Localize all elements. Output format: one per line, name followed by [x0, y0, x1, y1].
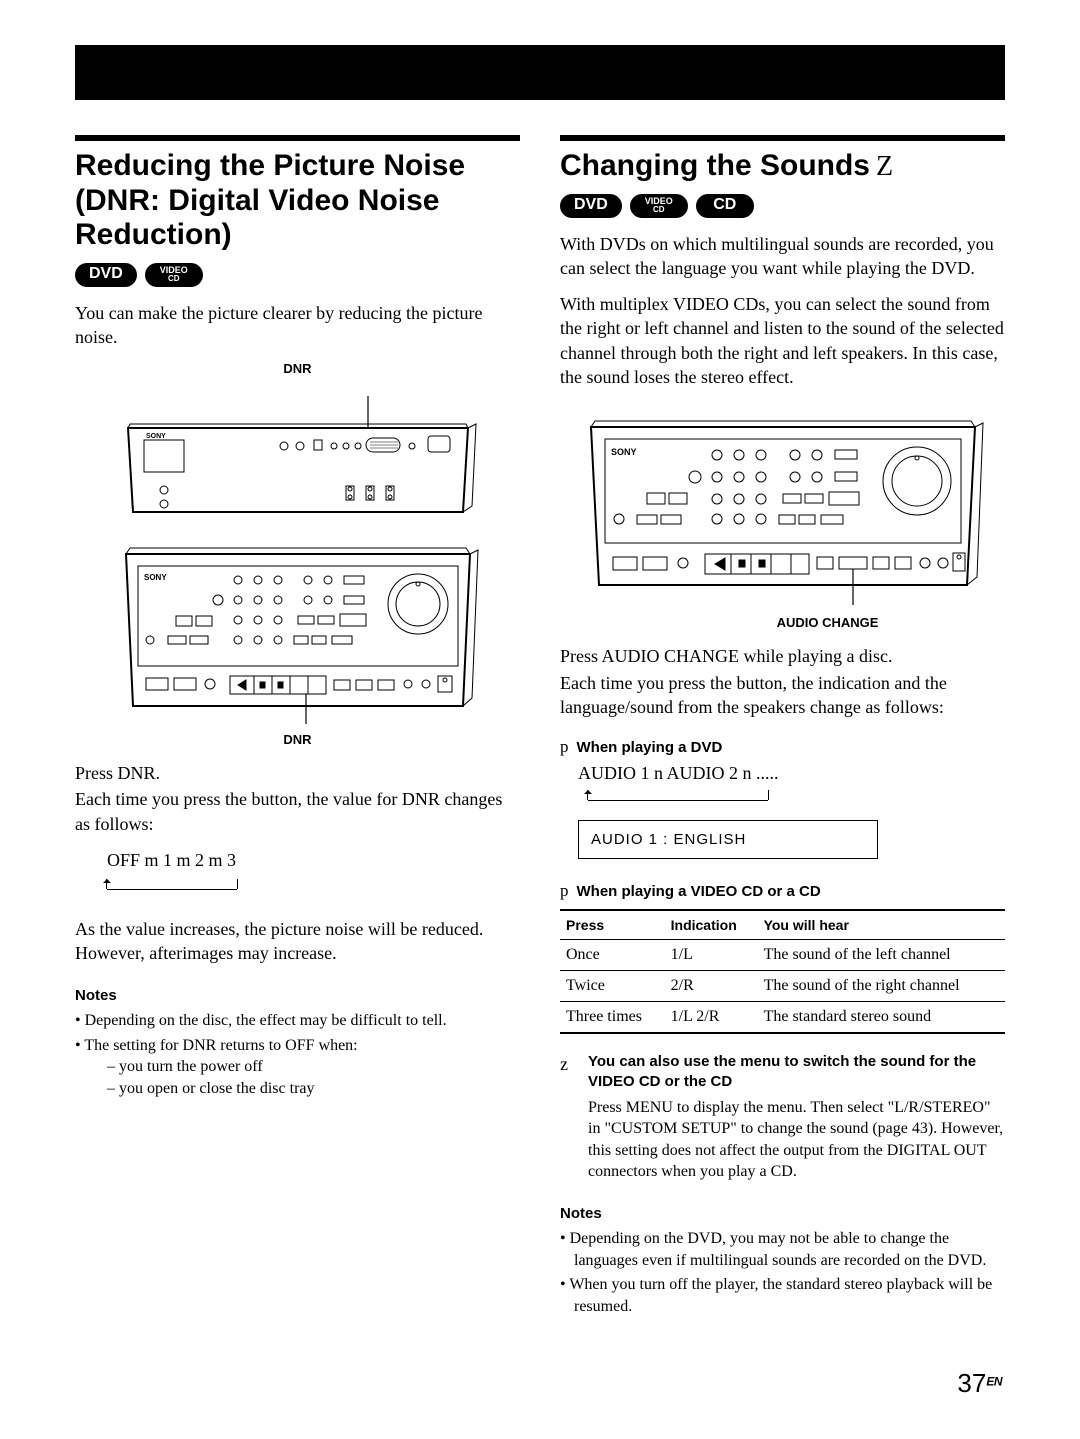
sub-playing-dvd: When playing a DVD: [577, 739, 723, 756]
svg-text:SONY: SONY: [611, 447, 637, 457]
press-audio-2: Each time you press the button, the indi…: [560, 671, 1005, 720]
page-lang: EN: [986, 1375, 1002, 1389]
td: The sound of the left channel: [758, 940, 1005, 971]
press-audio-1: Press AUDIO CHANGE while playing a disc.: [560, 644, 1005, 668]
audio-change-label: AUDIO CHANGE: [560, 615, 1005, 630]
td: The standard stereo sound: [758, 1002, 1005, 1034]
pill-videocd-r: VIDEO CD: [630, 194, 688, 218]
th-indication: Indication: [665, 910, 758, 940]
sub-playing-videocd: When playing a VIDEO CD or a CD: [577, 883, 821, 900]
page-number: 37EN: [957, 1368, 1002, 1399]
audio-display-box: AUDIO 1 : ENGLISH: [578, 820, 878, 859]
left-intro: You can make the picture clearer by redu…: [75, 301, 520, 350]
right-column: Changing the SoundsZ DVD VIDEO CD CD Wit…: [560, 135, 1005, 1320]
left-column: Reducing the Picture Noise (DNR: Digital…: [75, 135, 520, 1320]
tip-title: You can also use the menu to switch the …: [588, 1052, 1005, 1093]
pill-videocd: VIDEO CD: [145, 263, 203, 287]
receiver-illustration: SONY: [108, 536, 488, 726]
section-rule: [75, 135, 520, 141]
receiver-illustration-right: SONY: [573, 409, 993, 609]
section-rule-right: [560, 135, 1005, 141]
td: Once: [560, 940, 665, 971]
left-notes-title: Notes: [75, 987, 520, 1004]
left-subnotes: you turn the power off you open or close…: [89, 1056, 520, 1099]
right-notes-title: Notes: [560, 1205, 1005, 1222]
manual-page: Reducing the Picture Noise (DNR: Digital…: [0, 0, 1080, 1439]
left-format-pills: DVD VIDEO CD: [75, 263, 520, 287]
marker-p-2: p: [560, 881, 573, 901]
remote-illustration: SONY: [108, 396, 488, 516]
page-number-value: 37: [957, 1368, 986, 1398]
left-note-1: Depending on the disc, the effect may be…: [75, 1010, 520, 1032]
right-format-pills: DVD VIDEO CD CD: [560, 194, 1005, 218]
dnr-after: As the value increases, the picture nois…: [75, 917, 520, 966]
left-subnote-1: you turn the power off: [107, 1056, 520, 1078]
pill-dvd: DVD: [75, 263, 137, 287]
press-table: Press Indication You will hear Once 1/L …: [560, 909, 1005, 1034]
td: Twice: [560, 971, 665, 1002]
right-intro-1: With DVDs on which multilingual sounds a…: [560, 232, 1005, 281]
table-row: Twice 2/R The sound of the right channel: [560, 971, 1005, 1002]
right-title-text: Changing the Sounds: [560, 149, 870, 182]
left-subnote-2: you open or close the disc tray: [107, 1078, 520, 1100]
table-row: Three times 1/L 2/R The standard stereo …: [560, 1002, 1005, 1034]
tip-body: Press MENU to display the menu. Then sel…: [588, 1097, 1005, 1183]
pill-cd-r: CD: [696, 194, 754, 218]
svg-text:SONY: SONY: [146, 433, 166, 440]
dnr-sequence: OFF m 1 m 2 m 3: [107, 850, 236, 870]
left-notes: Depending on the disc, the effect may be…: [75, 1010, 520, 1099]
press-dnr-2: Each time you press the button, the valu…: [75, 787, 520, 836]
tip-marker: z: [560, 1052, 574, 1183]
dnr-sequence-block: OFF m 1 m 2 m 3: [75, 848, 520, 897]
td: Three times: [560, 1002, 665, 1034]
dnr-label-top: DNR: [75, 361, 520, 376]
audio-sequence: AUDIO 1 n AUDIO 2 n .....: [560, 763, 1005, 784]
right-intro-2: With multiplex VIDEO CDs, you can select…: [560, 292, 1005, 389]
left-note-2-text: The setting for DNR returns to OFF when:: [84, 1037, 357, 1054]
td: The sound of the right channel: [758, 971, 1005, 1002]
two-column-layout: Reducing the Picture Noise (DNR: Digital…: [75, 135, 1005, 1320]
th-hear: You will hear: [758, 910, 1005, 940]
right-note-2: When you turn off the player, the standa…: [560, 1274, 1005, 1317]
marker-p-1: p: [560, 737, 573, 757]
left-section-title: Reducing the Picture Noise (DNR: Digital…: [75, 149, 520, 253]
tip-symbol-icon: Z: [870, 151, 893, 182]
tip-block: z You can also use the menu to switch th…: [560, 1052, 1005, 1183]
right-note-1: Depending on the DVD, you may not be abl…: [560, 1228, 1005, 1271]
pill-videocd-l2: CD: [168, 275, 180, 283]
th-press: Press: [560, 910, 665, 940]
dnr-label-bottom: DNR: [75, 732, 520, 747]
td: 1/L: [665, 940, 758, 971]
left-note-2: The setting for DNR returns to OFF when:…: [75, 1035, 520, 1100]
td: 2/R: [665, 971, 758, 1002]
pill-dvd-r: DVD: [560, 194, 622, 218]
svg-text:SONY: SONY: [144, 573, 167, 582]
table-header-row: Press Indication You will hear: [560, 910, 1005, 940]
header-black-bar: [75, 45, 1005, 100]
right-section-title: Changing the SoundsZ: [560, 149, 1005, 184]
right-notes: Depending on the DVD, you may not be abl…: [560, 1228, 1005, 1317]
pill-videocd-r-l2: CD: [653, 206, 665, 214]
press-dnr: Press DNR.: [75, 761, 520, 785]
table-row: Once 1/L The sound of the left channel: [560, 940, 1005, 971]
td: 1/L 2/R: [665, 1002, 758, 1034]
